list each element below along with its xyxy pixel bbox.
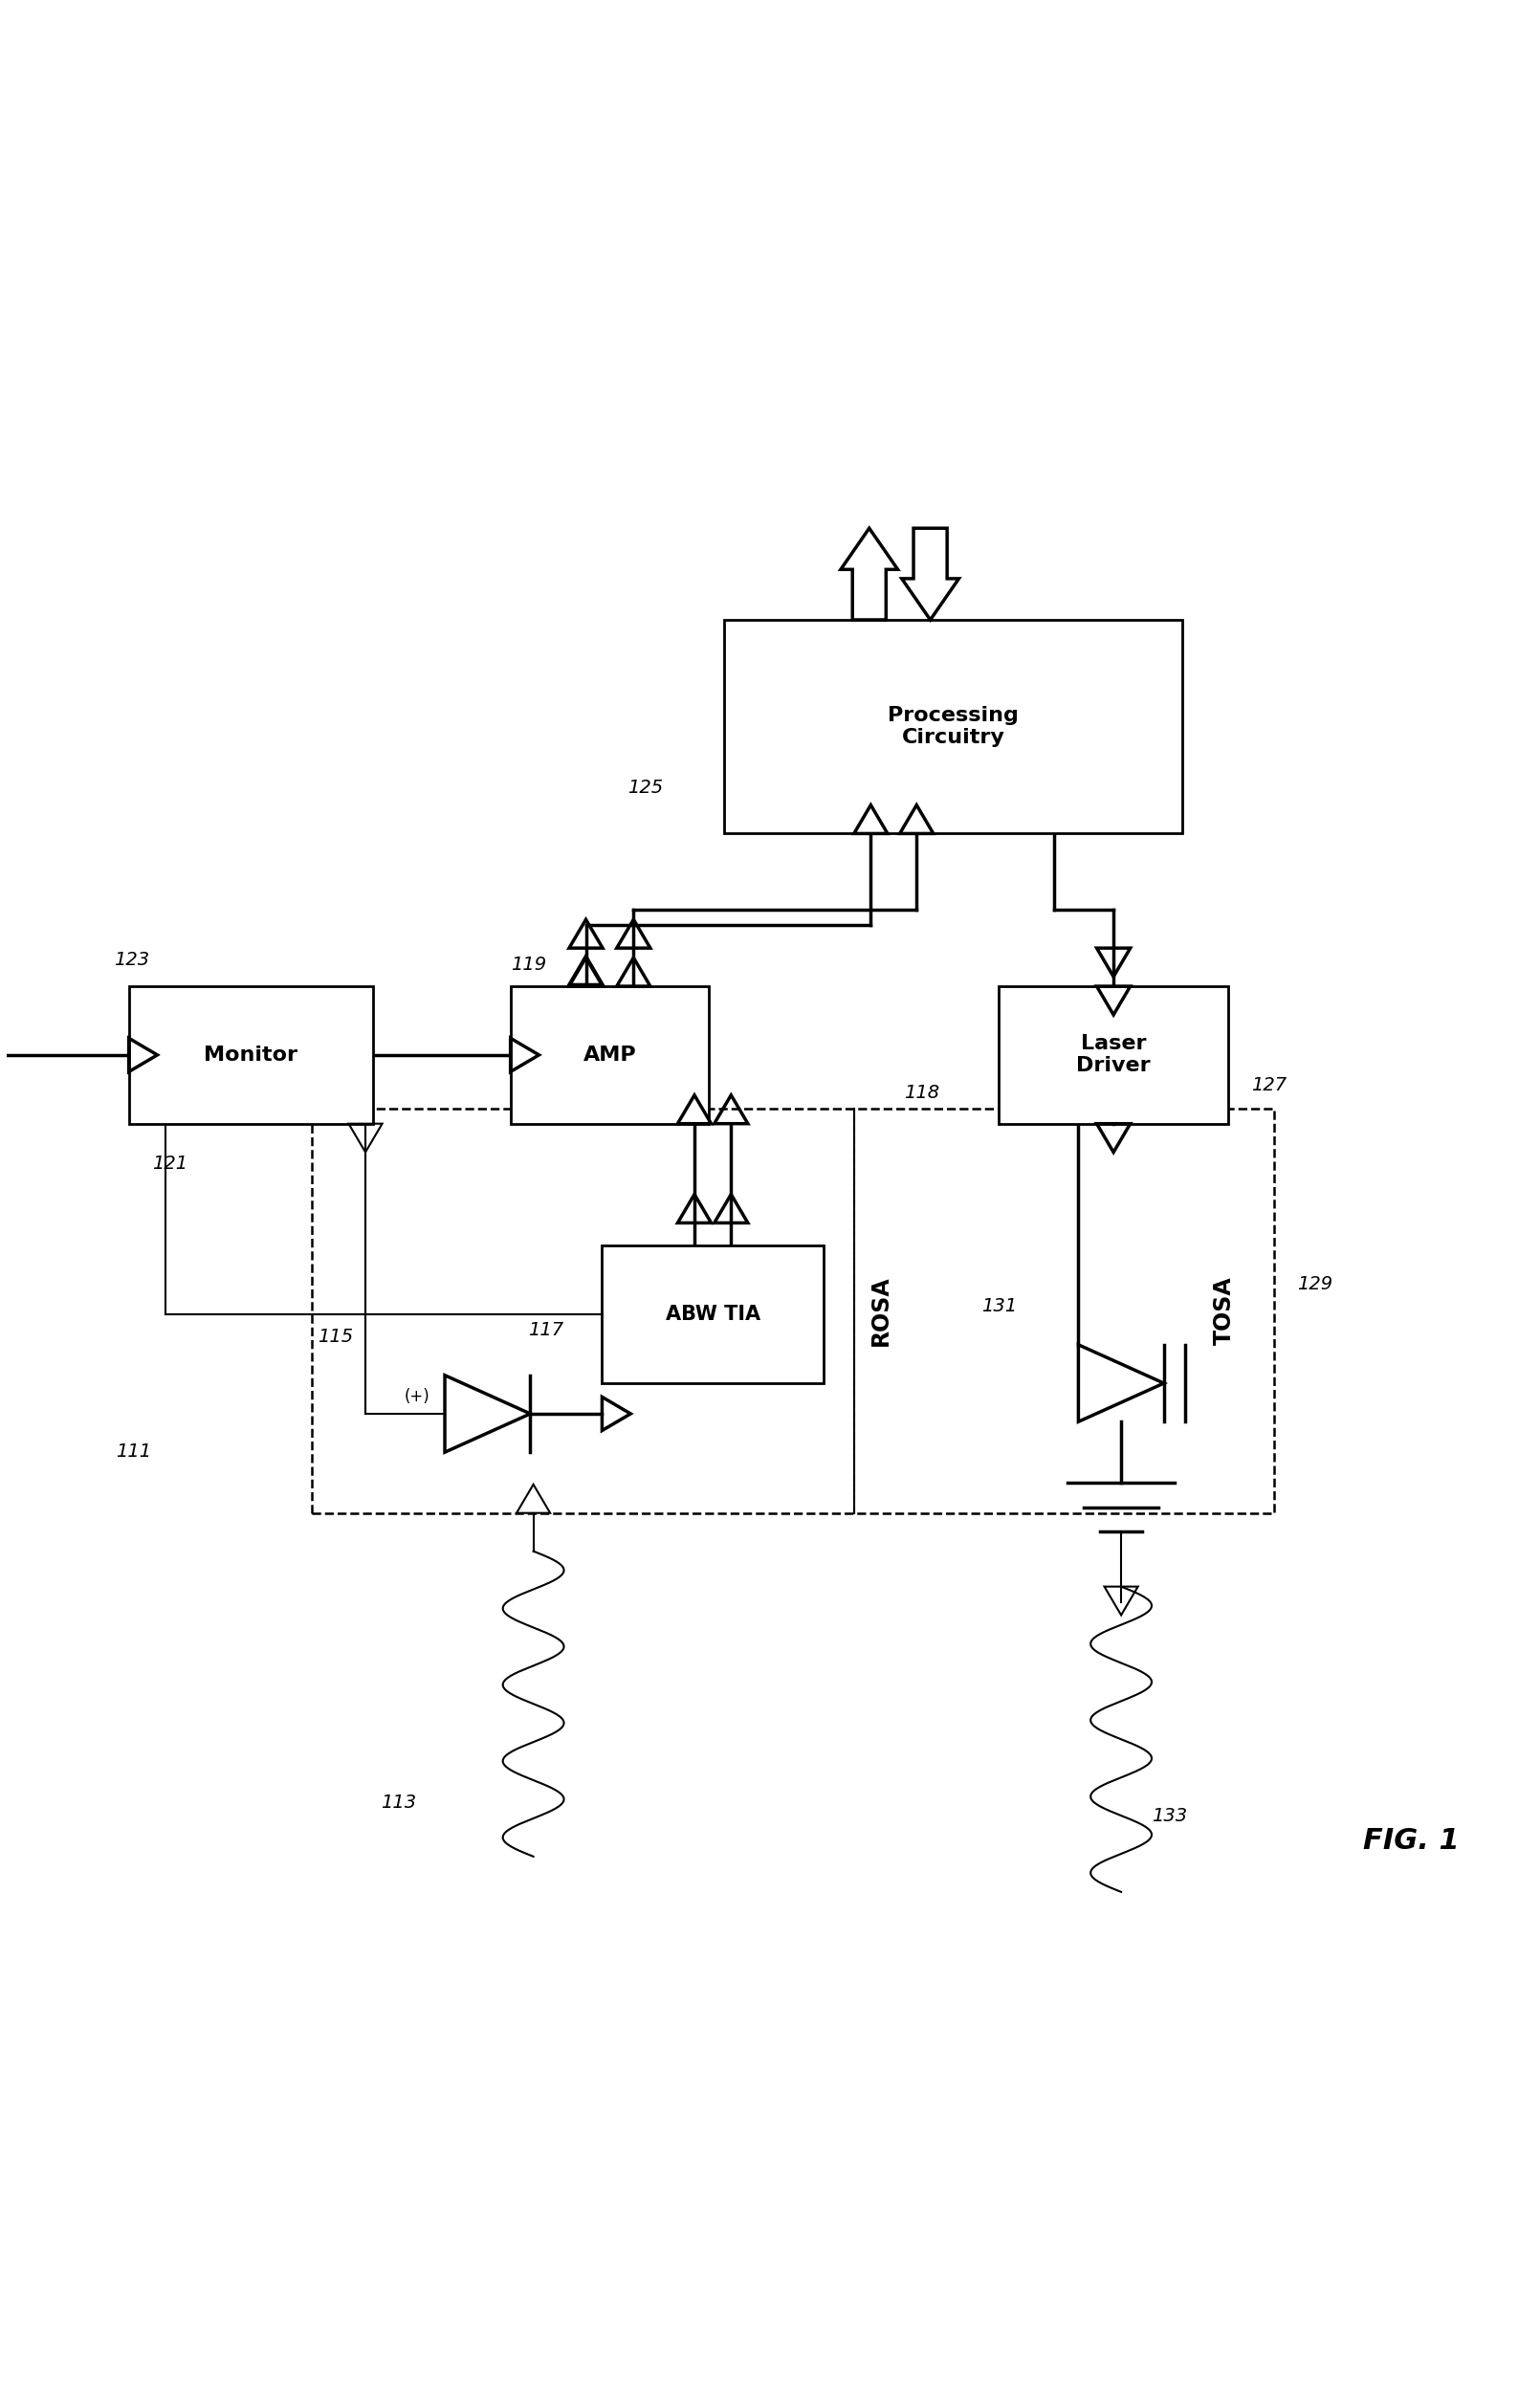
Polygon shape <box>902 528 959 619</box>
Text: 119: 119 <box>510 955 547 974</box>
Bar <box>724 619 1183 833</box>
Text: 129: 129 <box>1297 1274 1332 1294</box>
Text: ROSA: ROSA <box>869 1274 892 1346</box>
Bar <box>510 986 708 1123</box>
Text: 115: 115 <box>317 1327 353 1346</box>
Polygon shape <box>841 528 898 619</box>
Bar <box>999 986 1227 1123</box>
Text: 121: 121 <box>151 1154 188 1171</box>
Text: 133: 133 <box>1152 1807 1187 1824</box>
Text: TOSA: TOSA <box>1212 1277 1235 1344</box>
Text: 117: 117 <box>528 1320 564 1339</box>
Text: AMP: AMP <box>584 1046 636 1066</box>
Bar <box>129 986 373 1123</box>
Text: (+): (+) <box>403 1387 430 1406</box>
Text: 125: 125 <box>628 778 664 797</box>
Text: Monitor: Monitor <box>203 1046 297 1066</box>
Text: Processing
Circuitry: Processing Circuitry <box>887 706 1018 746</box>
Text: 127: 127 <box>1250 1078 1286 1094</box>
Bar <box>602 1246 824 1382</box>
Text: 118: 118 <box>904 1085 939 1102</box>
Text: FIG. 1: FIG. 1 <box>1363 1826 1460 1855</box>
Text: 111: 111 <box>116 1442 151 1462</box>
Text: Laser
Driver: Laser Driver <box>1076 1034 1150 1075</box>
Text: 131: 131 <box>983 1296 1018 1315</box>
Bar <box>313 1109 1274 1512</box>
Text: 113: 113 <box>380 1793 416 1812</box>
Text: 123: 123 <box>114 950 149 970</box>
Text: ABW TIA: ABW TIA <box>665 1306 761 1325</box>
